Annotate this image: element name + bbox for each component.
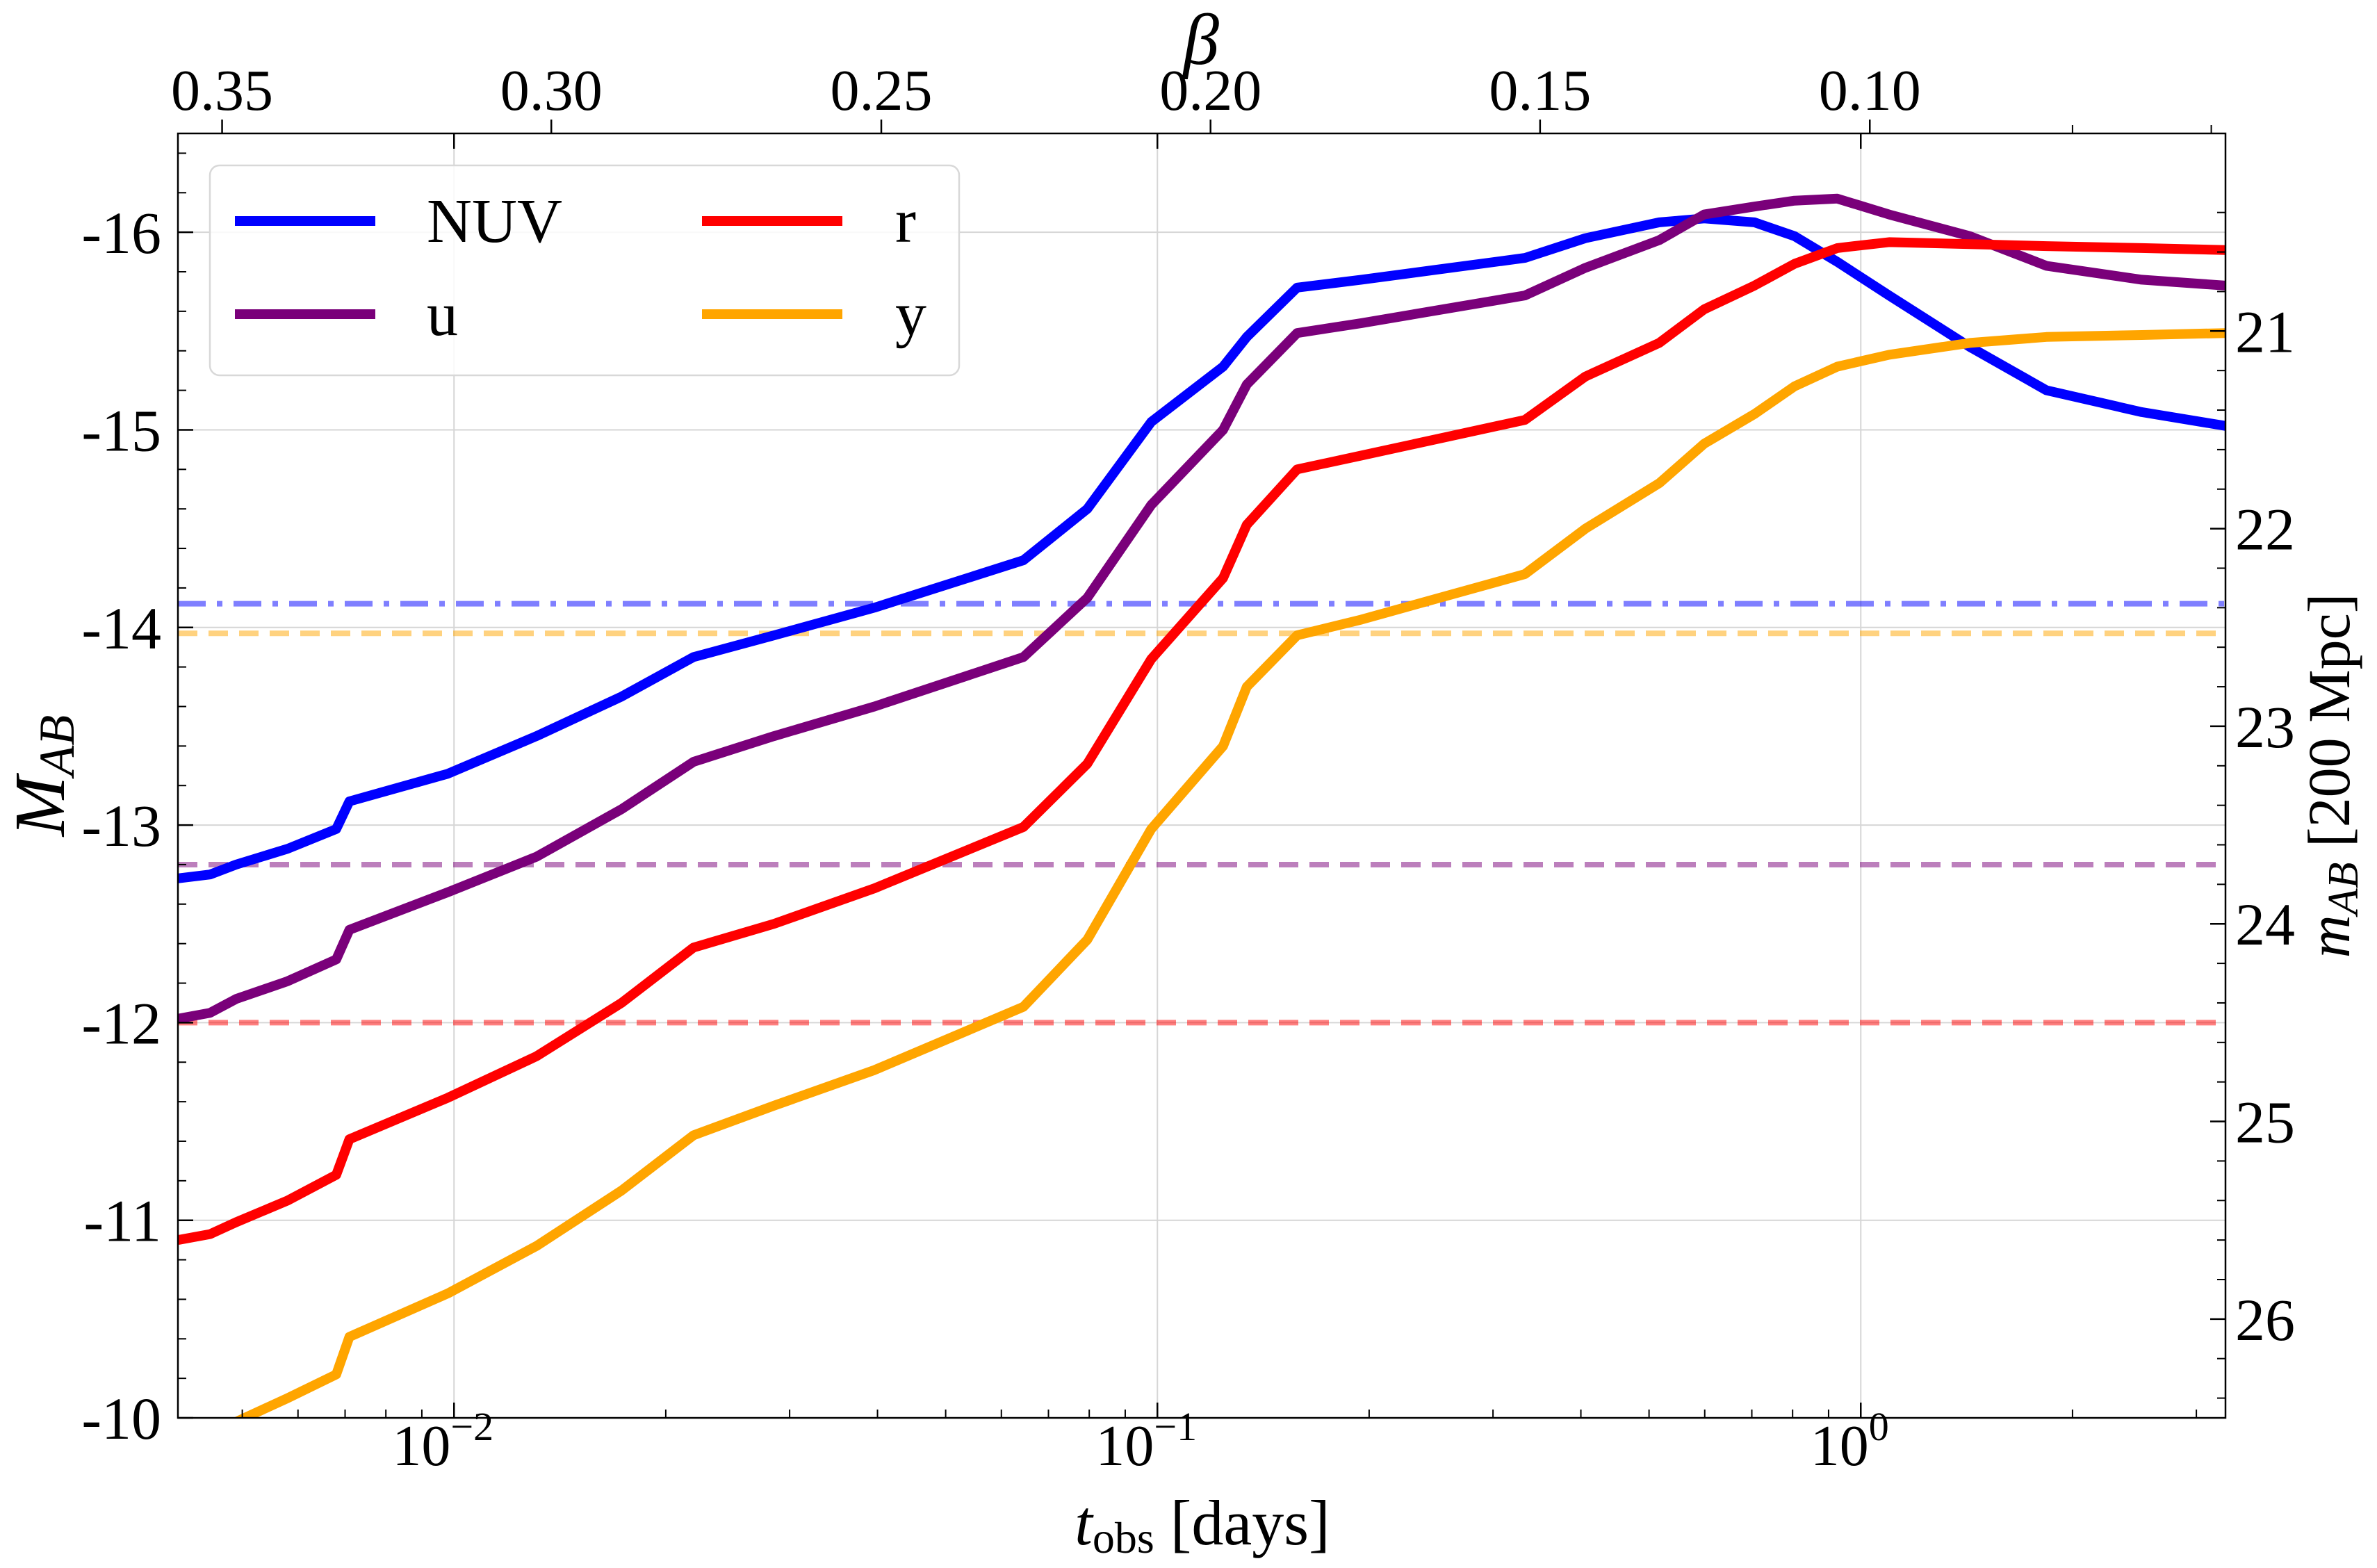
top-tick-label: 0.10 — [1819, 58, 1921, 123]
top-tick-label: 0.15 — [1489, 58, 1591, 123]
legend: NUV u ry — [209, 164, 961, 377]
y-axis-label: MAB — [0, 715, 85, 838]
y2-tick-label: 25 — [2235, 1089, 2295, 1156]
tick-labels: 10−2 10−1 100 -16 -15 -14 -13 -12 -11 -10 21 22 23 24… — [81, 58, 2295, 1478]
series-line-y — [233, 328, 2225, 1418]
y-tick-label: -12 — [81, 990, 161, 1056]
secondary-y-axis-label: mAB [200 Mpc] — [2296, 594, 2367, 958]
legend-label-u: u — [427, 280, 458, 349]
axes-frame — [177, 132, 2227, 1419]
top-tick-label: 0.35 — [171, 58, 273, 123]
y2-tick-label: 23 — [2235, 694, 2295, 760]
y2-tick-label: 26 — [2235, 1287, 2295, 1353]
y-tick-label: -10 — [81, 1385, 161, 1452]
axis-ticks — [178, 120, 2225, 1419]
y-tick-label: -13 — [81, 792, 161, 859]
legend-label-y: y — [895, 280, 926, 349]
series-line-u — [178, 193, 2225, 1024]
x-axis-label: tobs [days] — [1075, 1487, 1330, 1562]
y2-tick-label: 21 — [2235, 298, 2295, 365]
limit-lines — [178, 601, 2225, 1026]
top-tick-label: 0.20 — [1159, 58, 1261, 123]
legend-box — [209, 164, 961, 377]
top-tick-label: 0.30 — [500, 58, 603, 123]
series-line-r — [178, 237, 2225, 1245]
y-tick-label: -14 — [81, 595, 161, 662]
y-tick-label: -15 — [81, 397, 161, 464]
top-tick-label: 0.25 — [831, 58, 933, 123]
series-line-nuv — [178, 213, 2225, 883]
x-tick-label: 10−1 — [1095, 1404, 1197, 1478]
x-tick-label: 100 — [1811, 1404, 1889, 1478]
legend-label-nuv: NUV — [427, 187, 562, 256]
y-tick-label: -16 — [81, 199, 161, 266]
y2-tick-label: 24 — [2235, 891, 2295, 958]
plot-area — [178, 193, 2225, 1418]
x-tick-label: 10−2 — [392, 1404, 493, 1478]
legend-label-r: r — [895, 187, 916, 256]
y2-tick-label: 22 — [2235, 496, 2295, 563]
top-axis-label: β — [1182, 0, 1219, 80]
y-tick-label: -11 — [84, 1188, 161, 1255]
